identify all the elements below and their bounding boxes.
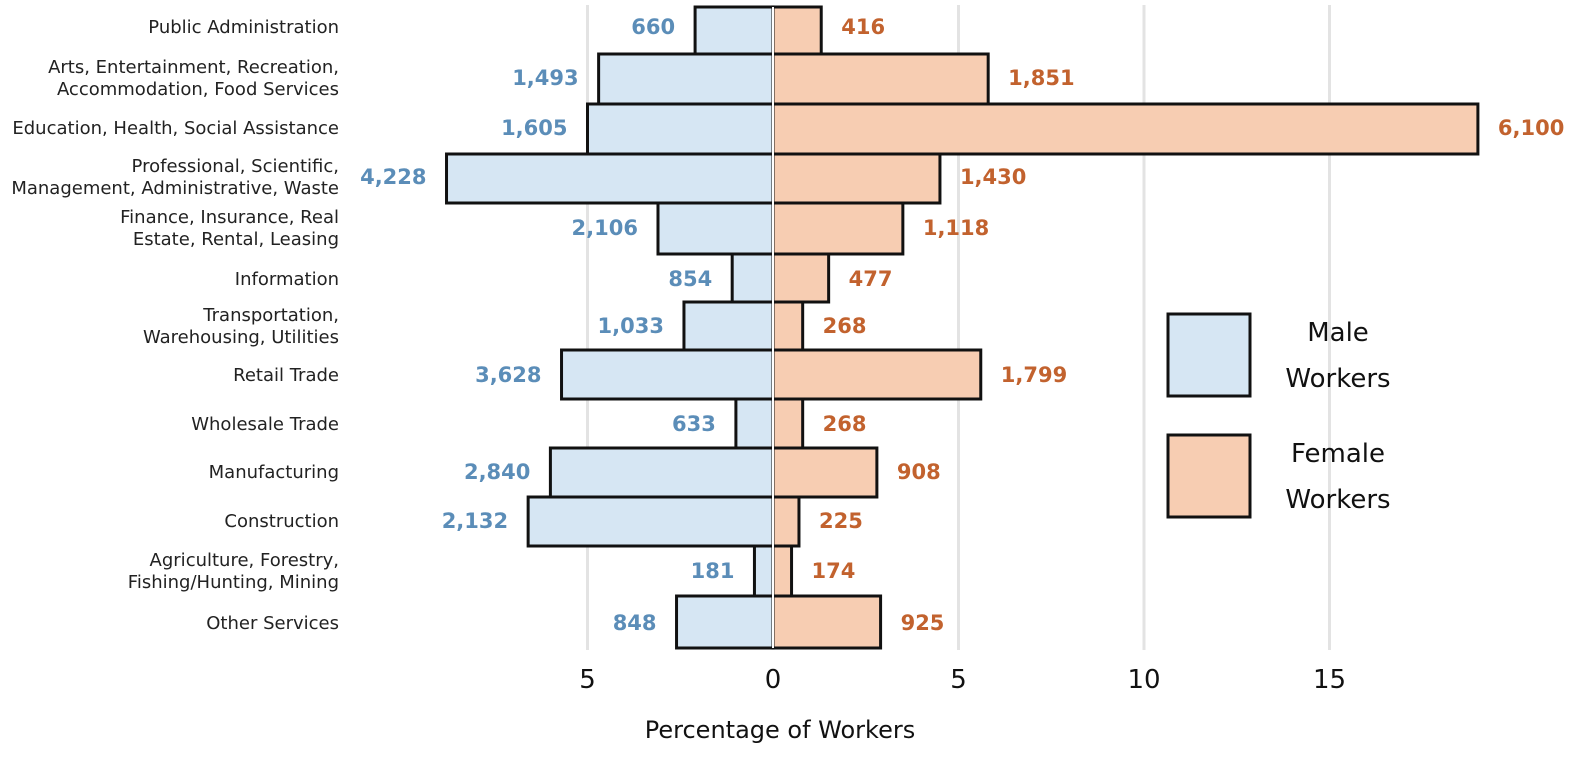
male-bar: [560, 348, 775, 401]
female-bar: [771, 544, 794, 598]
x-tick-label: 15: [1313, 665, 1346, 695]
female-count-label: 1,799: [1001, 363, 1067, 387]
category-label: Construction: [224, 511, 339, 532]
female-bar: [771, 594, 883, 650]
male-count-label: 4,228: [360, 165, 426, 189]
male-count-label: 1,605: [501, 116, 567, 140]
female-bar: [771, 252, 831, 304]
x-tick-label: 5: [579, 665, 596, 695]
female-count-label: 225: [819, 509, 863, 533]
female-count-label: 6,100: [1498, 116, 1564, 140]
legend-swatch-female: [1166, 433, 1252, 519]
male-count-label: 633: [672, 412, 716, 436]
male-bar: [526, 495, 775, 548]
female-bar: [771, 5, 823, 56]
male-bar: [730, 252, 775, 304]
category-label: Professional, Scientific, Management, Adm…: [11, 156, 339, 199]
female-count-label: 477: [849, 267, 893, 291]
male-count-label: 3,628: [475, 363, 541, 387]
female-bar: [771, 348, 983, 401]
female-count-label: 925: [901, 611, 945, 635]
male-count-label: 854: [668, 267, 712, 291]
female-bar: [771, 201, 905, 256]
male-count-label: 181: [691, 559, 735, 583]
male-count-label: 1,033: [598, 314, 664, 338]
male-count-label: 2,840: [464, 460, 530, 484]
male-bar: [586, 102, 775, 156]
male-bar: [682, 300, 775, 352]
legend-label-male: Male Workers: [1285, 318, 1390, 394]
male-count-label: 848: [613, 611, 657, 635]
male-bar: [693, 5, 775, 56]
male-bar: [752, 544, 775, 598]
female-count-label: 174: [812, 559, 856, 583]
category-label: Other Services: [206, 613, 339, 634]
category-labels: Public Administration Arts, Entertainment…: [11, 17, 339, 634]
x-tick-label: 10: [1127, 665, 1160, 695]
female-bar: [771, 52, 990, 106]
female-count-label: 268: [823, 412, 867, 436]
x-axis-ticks: 5 0 5 10 15: [579, 665, 1346, 695]
female-bar: [771, 446, 879, 499]
category-label: Information: [235, 269, 339, 290]
category-label: Arts, Entertainment, Recreation, Accommod…: [48, 57, 339, 100]
male-bar: [656, 201, 775, 256]
category-label: Finance, Insurance, Real Estate, Rental, …: [120, 207, 339, 250]
female-bar: [771, 102, 1480, 156]
legend-swatch-male: [1166, 312, 1252, 398]
x-tick-label: 0: [765, 665, 782, 695]
x-tick-label: 5: [950, 665, 967, 695]
male-count-label: 2,132: [442, 509, 508, 533]
female-count-label: 1,118: [923, 216, 989, 240]
male-bar: [445, 152, 775, 205]
category-label: Agriculture, Forestry, Fishing/Hunting, M…: [128, 550, 339, 593]
category-label: Transportation, Warehousing, Utilities: [143, 305, 339, 348]
female-bar: [771, 397, 805, 450]
female-count-label: 1,851: [1008, 66, 1074, 90]
male-count-label: 2,106: [572, 216, 638, 240]
category-label: Education, Health, Social Assistance: [12, 118, 339, 139]
female-bar: [771, 495, 801, 548]
category-label: Retail Trade: [233, 365, 339, 386]
male-bar: [675, 594, 775, 650]
category-label: Public Administration: [148, 17, 339, 38]
category-label: Wholesale Trade: [191, 414, 339, 435]
category-label: Manufacturing: [209, 462, 339, 483]
male-count-label: 660: [631, 15, 675, 39]
legend: Male Workers Female Workers: [1166, 312, 1391, 519]
male-count-label: 1,493: [512, 66, 578, 90]
female-bar: [771, 300, 805, 352]
legend-label-female: Female Workers: [1285, 439, 1390, 515]
male-bar: [548, 446, 775, 499]
x-axis-title: Percentage of Workers: [645, 716, 915, 744]
female-bar: [771, 152, 942, 205]
bars: [445, 5, 1480, 650]
female-count-label: 908: [897, 460, 941, 484]
male-bar: [597, 52, 775, 106]
male-bar: [734, 397, 775, 450]
female-count-label: 416: [841, 15, 885, 39]
female-count-label: 268: [823, 314, 867, 338]
female-count-label: 1,430: [960, 165, 1026, 189]
